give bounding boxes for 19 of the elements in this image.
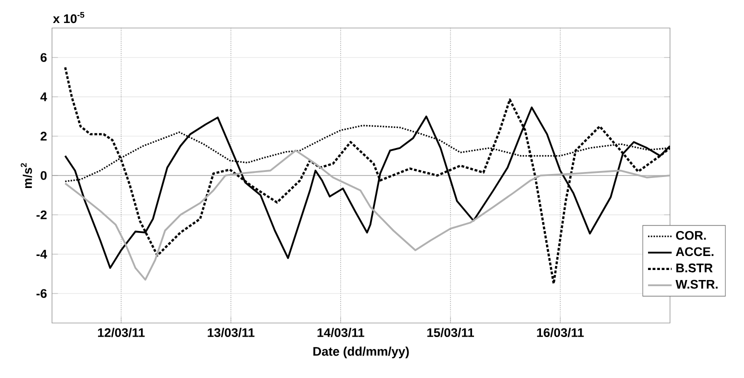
text: x 10$^{-5}$ xyxy=(52,12,84,24)
x-tick-label: 15/03/11 xyxy=(427,328,474,338)
x-tick-label: 13/03/11 xyxy=(208,328,254,338)
y-tick-label: 4 xyxy=(40,92,48,102)
legend-label: B.STR xyxy=(676,264,713,272)
x-tick-label: 12/03/11 xyxy=(98,328,145,338)
y-tick-label: 2 xyxy=(40,132,47,141)
x-tick-label: 16/03/11 xyxy=(537,328,584,338)
x-tick-label: 14/03/11 xyxy=(318,328,364,338)
y-tick-label: -4 xyxy=(36,250,48,258)
y-tick-label: 0 xyxy=(40,171,47,180)
x-axis-title: Date (dd/mm/yy) xyxy=(313,346,409,358)
y-tick-label: -2 xyxy=(36,210,47,220)
legend-label: COR. xyxy=(676,230,706,240)
legend-label: W.STR. xyxy=(676,280,718,289)
y-tick-label: -6 xyxy=(36,289,47,298)
y-tick-label: 6 xyxy=(40,53,47,62)
y-axis-title: m/s$^{2}$ xyxy=(20,163,32,188)
legend-label: ACCE. xyxy=(676,247,714,256)
